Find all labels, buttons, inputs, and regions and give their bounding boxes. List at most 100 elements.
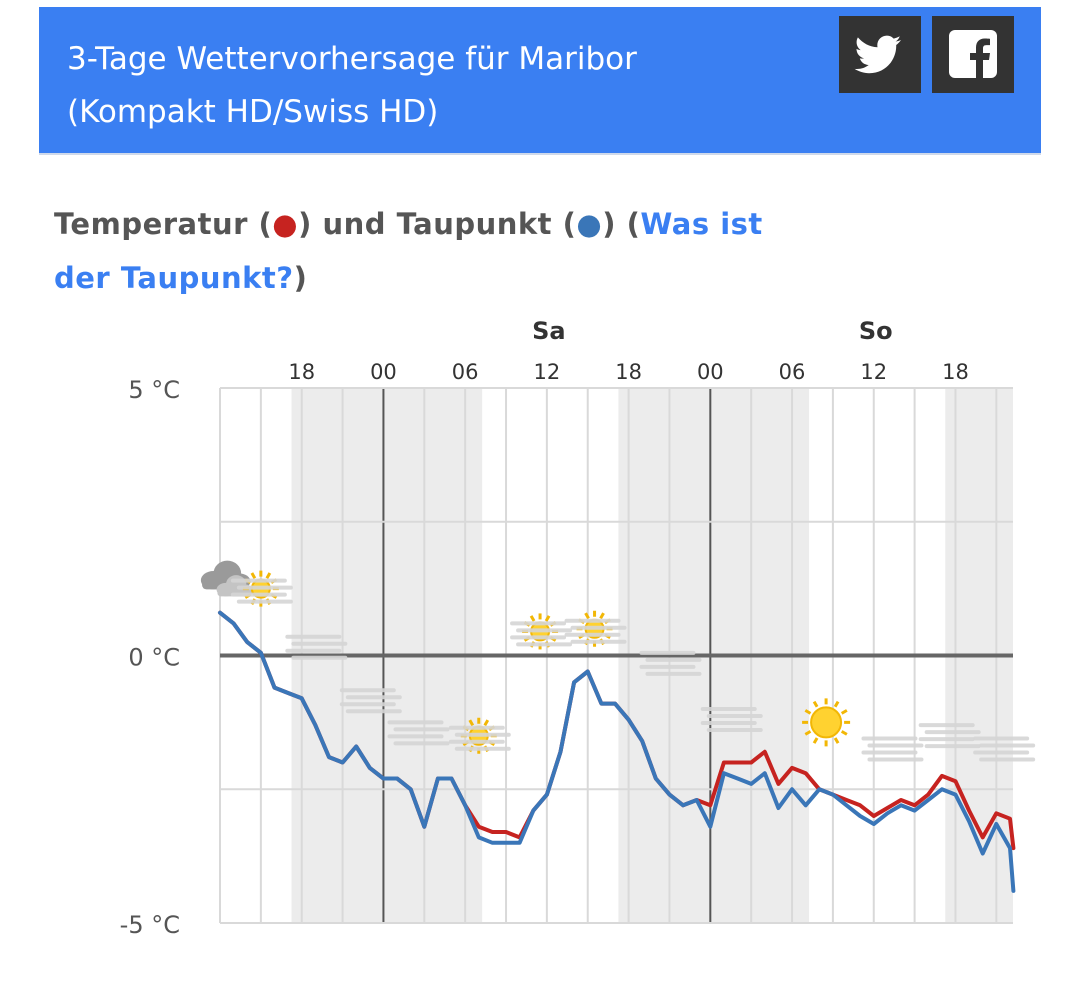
partly-cloudy-sun-icon <box>564 610 627 647</box>
haze-stripe <box>570 625 627 630</box>
hour-tick-label: 06 <box>779 360 806 384</box>
sun-disc <box>810 706 843 739</box>
hour-tick-label: 00 <box>697 360 724 384</box>
haze-stripe <box>448 739 505 744</box>
partly-cloudy-moon-icon <box>918 721 981 749</box>
sun-ray <box>599 612 605 620</box>
facebook-share-button[interactable] <box>932 16 1014 93</box>
sun-ray <box>483 719 490 727</box>
y-tick-label: 0 °C <box>128 644 180 672</box>
haze-stripe <box>339 688 396 693</box>
sun-ray <box>812 700 819 708</box>
haze-stripe <box>516 628 573 633</box>
haze-stripe <box>448 725 505 730</box>
haze-stripe <box>861 750 918 755</box>
sun-ray <box>840 730 848 736</box>
twitter-bird-icon <box>854 35 901 74</box>
sun-ray <box>840 709 848 715</box>
haze-stripe <box>454 732 511 737</box>
haze-stripe <box>345 709 402 714</box>
partly-cloudy-moon-icon <box>973 734 1036 762</box>
haze-stripe <box>706 728 763 733</box>
sun-ray <box>812 737 819 744</box>
hour-tick-label: 12 <box>860 360 887 384</box>
haze-stripe <box>861 736 918 741</box>
haze-stripe <box>924 730 981 735</box>
sun-ray <box>544 615 551 622</box>
haze-stripe <box>339 702 396 707</box>
heading-text-dewpoint: ) und Taupunkt ( <box>298 207 577 241</box>
hour-tick-label: 06 <box>452 360 479 384</box>
haze-stripe <box>510 635 567 640</box>
dewpoint-dot-icon: ● <box>576 207 603 241</box>
haze-stripe <box>236 585 293 590</box>
haze-stripe <box>387 734 444 739</box>
sun-ray <box>804 730 812 736</box>
cloud-overcast-icon <box>200 560 254 597</box>
y-tick-label: -5 °C <box>120 911 180 939</box>
haze-stripe <box>639 664 696 669</box>
haze-stripe <box>285 634 342 639</box>
dewpoint-help-link[interactable]: Was ist der Taupunkt? <box>54 207 763 295</box>
haze-stripe <box>291 655 348 660</box>
facebook-f-icon <box>949 30 997 78</box>
partly-cloudy-moon-icon <box>639 648 702 676</box>
page-title: 3-Tage Wettervorhersage für Maribor (Kom… <box>67 33 827 139</box>
y-tick-label: 5 °C <box>128 376 180 404</box>
haze-stripe <box>700 721 757 726</box>
dewpoint-line <box>218 610 1016 893</box>
haze-stripe <box>393 741 450 746</box>
sun-icon <box>802 698 851 747</box>
haze-stripe <box>291 641 348 646</box>
sun-ray <box>468 719 475 727</box>
partly-cloudy-moon-icon <box>339 686 402 714</box>
sun-ray <box>584 612 590 620</box>
sun-ray <box>265 572 272 579</box>
hour-tick-label: 18 <box>942 360 969 384</box>
haze-stripe <box>706 714 763 719</box>
hour-tick-label: 18 <box>288 360 315 384</box>
haze-stripe <box>236 599 293 604</box>
partly-cloudy-moon-icon <box>285 632 348 660</box>
haze-stripe <box>393 727 450 732</box>
haze-stripe <box>918 723 975 728</box>
haze-stripe <box>510 621 567 626</box>
sun-ray <box>250 572 257 579</box>
haze-stripe <box>564 632 621 637</box>
twitter-share-button[interactable] <box>839 16 921 93</box>
sun-ray <box>804 709 812 715</box>
temperature-dot-icon: ● <box>272 207 299 241</box>
partly-cloudy-moon-icon <box>387 718 450 746</box>
haze-stripe <box>285 648 342 653</box>
haze-stripe <box>918 737 975 742</box>
haze-stripe <box>230 578 287 583</box>
haze-stripe <box>645 671 702 676</box>
haze-stripe <box>700 707 757 712</box>
sun-ray <box>833 700 840 708</box>
partly-cloudy-moon-icon <box>700 705 763 733</box>
haze-stripe <box>387 720 444 725</box>
sun-ray <box>529 615 536 622</box>
partly-cloudy-moon-icon <box>861 734 924 762</box>
hour-tick-label: 00 <box>370 360 397 384</box>
haze-stripe <box>564 618 621 623</box>
haze-stripe <box>639 650 696 655</box>
page-title-line2: (Kompakt HD/Swiss HD) <box>67 94 439 130</box>
heading-text-close: ) <box>293 261 308 295</box>
heading-text-paren: ) ( <box>602 207 641 241</box>
haze-stripe <box>979 743 1036 748</box>
haze-stripe <box>516 642 573 647</box>
hour-tick-label: 12 <box>534 360 561 384</box>
haze-stripe <box>454 746 511 751</box>
heading-text-temperature: Temperatur ( <box>54 207 273 241</box>
partly-cloudy-sun-icon <box>448 717 511 754</box>
haze-stripe <box>230 592 287 597</box>
chart-heading: Temperatur (●) und Taupunkt (●) (Was ist… <box>54 197 814 305</box>
haze-stripe <box>973 736 1030 741</box>
partly-cloudy-sun-icon <box>510 613 573 650</box>
haze-stripe <box>645 657 702 662</box>
sun-ray <box>833 737 840 744</box>
day-label: So <box>859 317 893 345</box>
haze-stripe <box>867 757 924 762</box>
